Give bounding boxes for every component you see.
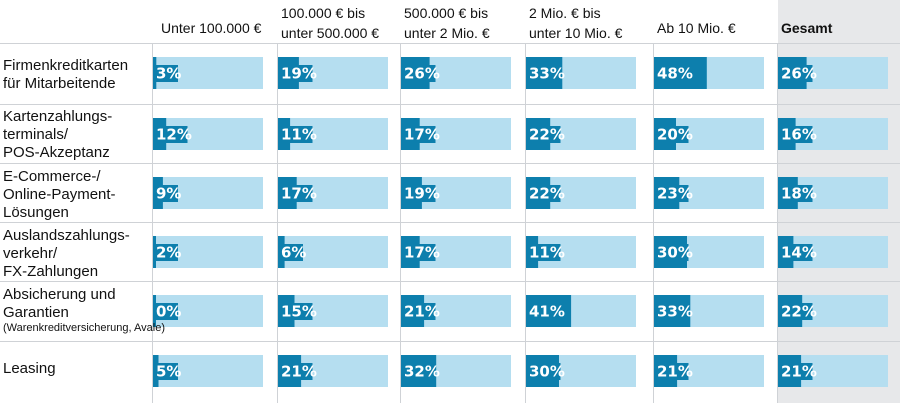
value-label: 26% xyxy=(781,65,817,83)
value-label: 48% xyxy=(657,65,693,83)
column-header: Unter 100.000 € xyxy=(161,20,262,36)
value-label-background xyxy=(654,185,689,202)
row-label: Kartenzahlungs-terminals/POS-Akzeptanz xyxy=(3,108,113,161)
value-label-background xyxy=(526,363,561,380)
value-label: 6% xyxy=(281,244,306,262)
value-label: 33% xyxy=(529,65,565,83)
value-label: 0% xyxy=(156,303,181,321)
value-label: 21% xyxy=(657,363,693,381)
value-label: 14% xyxy=(781,244,817,262)
column-header: 2 Mio. € bis unter 10 Mio. € xyxy=(529,5,623,41)
value-label-background xyxy=(778,126,813,143)
value-label-background xyxy=(526,126,561,143)
row-label-note: (Warenkreditversicherung, Avale) xyxy=(3,322,166,334)
value-label: 11% xyxy=(281,126,317,144)
value-label: 17% xyxy=(404,126,440,144)
value-label-background xyxy=(153,303,178,320)
column-header: Gesamt xyxy=(781,20,833,36)
value-label-background xyxy=(526,185,561,202)
value-label: 21% xyxy=(281,363,317,381)
value-label-background xyxy=(401,126,436,143)
value-label-background xyxy=(278,244,303,261)
value-label-background xyxy=(153,65,178,82)
value-label: 2% xyxy=(156,244,181,262)
value-label: 21% xyxy=(404,303,440,321)
value-label: 41% xyxy=(529,303,565,321)
value-label-background xyxy=(778,185,813,202)
row-label: Firmenkreditkarten für Mitarbeitende xyxy=(3,57,129,92)
column-header: 500.000 € bis unter 2 Mio. € xyxy=(404,5,490,41)
value-label-background xyxy=(654,303,689,320)
value-label-background xyxy=(654,65,689,82)
value-label: 18% xyxy=(781,185,817,203)
value-label: 12% xyxy=(156,126,192,144)
value-label-background xyxy=(654,126,689,143)
row-label: Absicherung und Garantien (Warenkreditvers… xyxy=(3,286,166,334)
value-label-background xyxy=(654,363,689,380)
value-label-background xyxy=(778,303,813,320)
value-label: 15% xyxy=(281,303,317,321)
value-label-background xyxy=(526,303,561,320)
column-header: Ab 10 Mio. € xyxy=(657,20,736,36)
value-label: 16% xyxy=(781,126,817,144)
value-label-background xyxy=(278,65,313,82)
value-label: 5% xyxy=(156,363,181,381)
value-label: 19% xyxy=(281,65,317,83)
value-label-background xyxy=(153,244,178,261)
value-label-background xyxy=(526,65,561,82)
value-label: 3% xyxy=(156,65,181,83)
value-label-background xyxy=(278,363,313,380)
value-label-background xyxy=(401,185,436,202)
value-label: 22% xyxy=(529,126,565,144)
value-label: 11% xyxy=(529,244,565,262)
value-label: 9% xyxy=(156,185,181,203)
value-label-background xyxy=(654,244,689,261)
value-label-background xyxy=(278,185,313,202)
row-label: E-Commerce-/Online-Payment- Lösungen xyxy=(3,168,116,221)
value-label-background xyxy=(401,303,436,320)
value-label-background xyxy=(401,363,436,380)
value-label: 26% xyxy=(404,65,440,83)
value-label-background xyxy=(778,363,813,380)
row-label: Leasing xyxy=(3,360,56,377)
value-label-background xyxy=(153,126,188,143)
column-header: 100.000 € bis unter 500.000 € xyxy=(281,5,380,41)
value-label: 22% xyxy=(529,185,565,203)
value-label-background xyxy=(401,244,436,261)
value-label: 32% xyxy=(404,363,440,381)
row-label: Auslandszahlungs-verkehr/FX-Zahlungen xyxy=(3,227,130,280)
value-label-background xyxy=(153,185,178,202)
value-label-background xyxy=(153,363,178,380)
value-label-background xyxy=(278,303,313,320)
value-label: 23% xyxy=(657,185,693,203)
value-label-background xyxy=(401,65,436,82)
value-label: 20% xyxy=(657,126,693,144)
value-label: 21% xyxy=(781,363,817,381)
value-label-background xyxy=(778,244,813,261)
value-label: 33% xyxy=(657,303,693,321)
value-label-background xyxy=(526,244,561,261)
value-label: 17% xyxy=(404,244,440,262)
value-label: 22% xyxy=(781,303,817,321)
value-label-background xyxy=(278,126,313,143)
value-label: 30% xyxy=(529,363,565,381)
value-label: 19% xyxy=(404,185,440,203)
value-label-background xyxy=(778,65,813,82)
value-label: 30% xyxy=(657,244,693,262)
value-label: 17% xyxy=(281,185,317,203)
